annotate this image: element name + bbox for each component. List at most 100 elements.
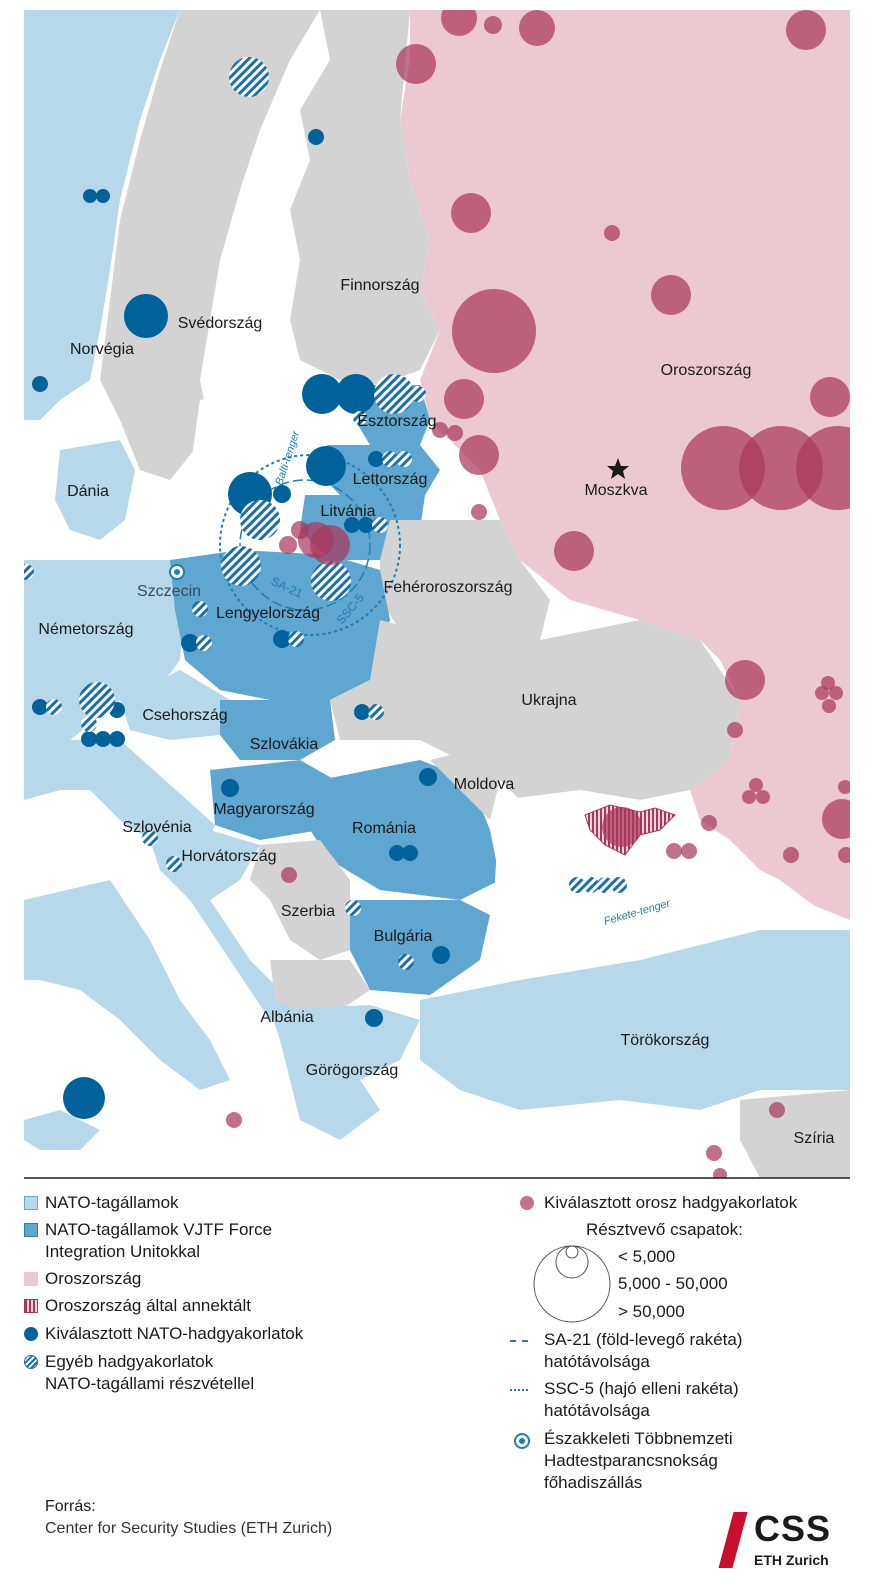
label-moldova: Moldova [454, 776, 515, 793]
nato-exercise-dot [32, 699, 48, 715]
legend-sa21-line2: hatótávolsága [544, 1352, 650, 1371]
legend-vjtf-line1: NATO-tagállamok VJTF Force [45, 1220, 273, 1239]
other-exercise-dot [345, 900, 361, 916]
other-exercise-dot [142, 830, 158, 846]
label-lengyelorszag: Lengyelország [216, 605, 320, 622]
russian-exercise-dot [838, 847, 850, 863]
label-horvatorszag: Horvátország [181, 848, 276, 865]
denmark-region [55, 440, 135, 540]
other-exercise-dot [372, 517, 388, 533]
label-szerbia: Szerbia [281, 903, 335, 920]
legend-russia: Oroszország [45, 1269, 142, 1288]
logo-eth: ETH Zurich [754, 1552, 829, 1568]
other-exercise-dot [583, 877, 599, 893]
nato-exercise-dot [354, 704, 370, 720]
other-exercise-dot [353, 411, 367, 425]
other-exercise-dot [410, 386, 426, 402]
label-sziria: Szíria [794, 1130, 835, 1147]
legend-troops-medium: 5,000 - 50,000 [618, 1274, 728, 1293]
belarus-region [380, 520, 550, 640]
legend-ssc5-line2: hatótávolsága [544, 1401, 650, 1420]
russian-exercise-dot [432, 422, 448, 438]
swatch-hq [514, 1433, 530, 1449]
legend-troops-title: Résztvevő csapatok: [586, 1220, 743, 1239]
label-litvania: Litvánia [320, 503, 375, 520]
legend-nato-members: NATO-tagállamok [45, 1193, 179, 1212]
nato-exercise-dot [81, 731, 97, 747]
swatch-ssc5 [510, 1389, 528, 1391]
legend-sa21-line1: SA-21 (föld-levegő rakéta) [544, 1330, 743, 1349]
nato-exercise-dot [181, 634, 199, 652]
nato-exercise-dot [95, 731, 111, 747]
other-exercise-dot [398, 954, 414, 970]
swatch-annexed [24, 1299, 38, 1313]
romania-region [310, 760, 500, 900]
other-exercise-dot [81, 716, 97, 732]
logo-bar [718, 1512, 748, 1568]
nato-exercise-dot [302, 374, 342, 414]
russian-exercise-dot [447, 425, 463, 441]
russian-exercise-dot [749, 778, 763, 792]
russian-exercise-dot [310, 525, 350, 565]
russian-exercise-dot [727, 722, 743, 738]
russian-exercise-dot [452, 289, 536, 373]
star-icon [607, 458, 629, 479]
other-exercise-dot [192, 601, 208, 617]
russian-exercise-dot [441, 10, 477, 36]
russian-exercise-dot [484, 16, 502, 34]
troops-size-key [533, 1245, 611, 1323]
russian-exercise-dot [651, 275, 691, 315]
nato-exercise-dot [63, 1077, 105, 1119]
other-exercise-dot [24, 564, 34, 580]
russian-exercise-dot [815, 686, 829, 700]
other-exercise-dot [396, 451, 412, 467]
other-exercise-dot [229, 57, 269, 97]
greece-region [270, 1005, 420, 1140]
other-exercise-dot [196, 635, 212, 651]
source-text: Center for Security Studies (ETH Zurich) [45, 1520, 333, 1537]
russian-exercise-dot [742, 790, 756, 804]
legend-other-line1: Egyéb hadgyakorlatok [45, 1352, 214, 1371]
legend-annexed: Oroszország által annektált [45, 1296, 251, 1315]
css-logo: CSS ETH Zurich [718, 1508, 850, 1572]
nato-exercise-dot [83, 189, 97, 203]
logo-css: CSS [754, 1508, 832, 1549]
other-exercises [24, 57, 627, 970]
nato-exercise-dot [419, 768, 437, 786]
other-exercise-dot [240, 500, 280, 540]
label-magyarorszag: Magyarország [213, 801, 314, 818]
other-exercise-dot [166, 856, 182, 872]
swatch-russia [24, 1272, 38, 1286]
nato-exercise-dot [221, 779, 239, 797]
legend-other-line2: NATO-tagállami részvétellel [45, 1374, 255, 1393]
swatch-nato-exercise [24, 1327, 38, 1341]
legend-troops-small: < 5,000 [618, 1247, 676, 1266]
legend-russian-exercises: Kiválasztott orosz hadgyakorlatok [544, 1193, 798, 1212]
label-feheroroszorszag: Fehéroroszország [384, 579, 513, 596]
other-exercise-dot [46, 699, 62, 715]
ukraine-region [330, 620, 740, 800]
russian-exercise-dot [822, 799, 850, 839]
label-finnorszag: Finnország [340, 277, 419, 294]
russian-exercise-dot [554, 531, 594, 571]
russian-exercise-dot [706, 1145, 722, 1161]
label-szlovakia: Szlovákia [250, 736, 319, 753]
moldova-region [430, 750, 500, 820]
label-lettorszag: Lettország [353, 471, 428, 488]
russian-exercise-dot [666, 843, 682, 859]
label-szlovenia: Szlovénia [122, 819, 191, 836]
label-norvegia: Norvégia [70, 341, 134, 358]
russian-exercise-dot [786, 10, 826, 50]
nato-exercise-dot [124, 294, 168, 338]
swatch-other-exercise [24, 1355, 38, 1369]
swatch-sa21 [510, 1340, 528, 1342]
croatia-region [150, 830, 300, 1020]
label-csehorszag: Csehország [142, 707, 227, 724]
label-moszkva: Moszkva [584, 482, 647, 499]
legend-troops-large: > 50,000 [618, 1302, 685, 1321]
label-torokorszag: Törökország [621, 1032, 710, 1049]
other-exercise-dot [611, 877, 627, 893]
nato-exercise-dot [96, 189, 110, 203]
nato-exercise-dot [336, 374, 376, 414]
swatch-nato [24, 1196, 38, 1210]
